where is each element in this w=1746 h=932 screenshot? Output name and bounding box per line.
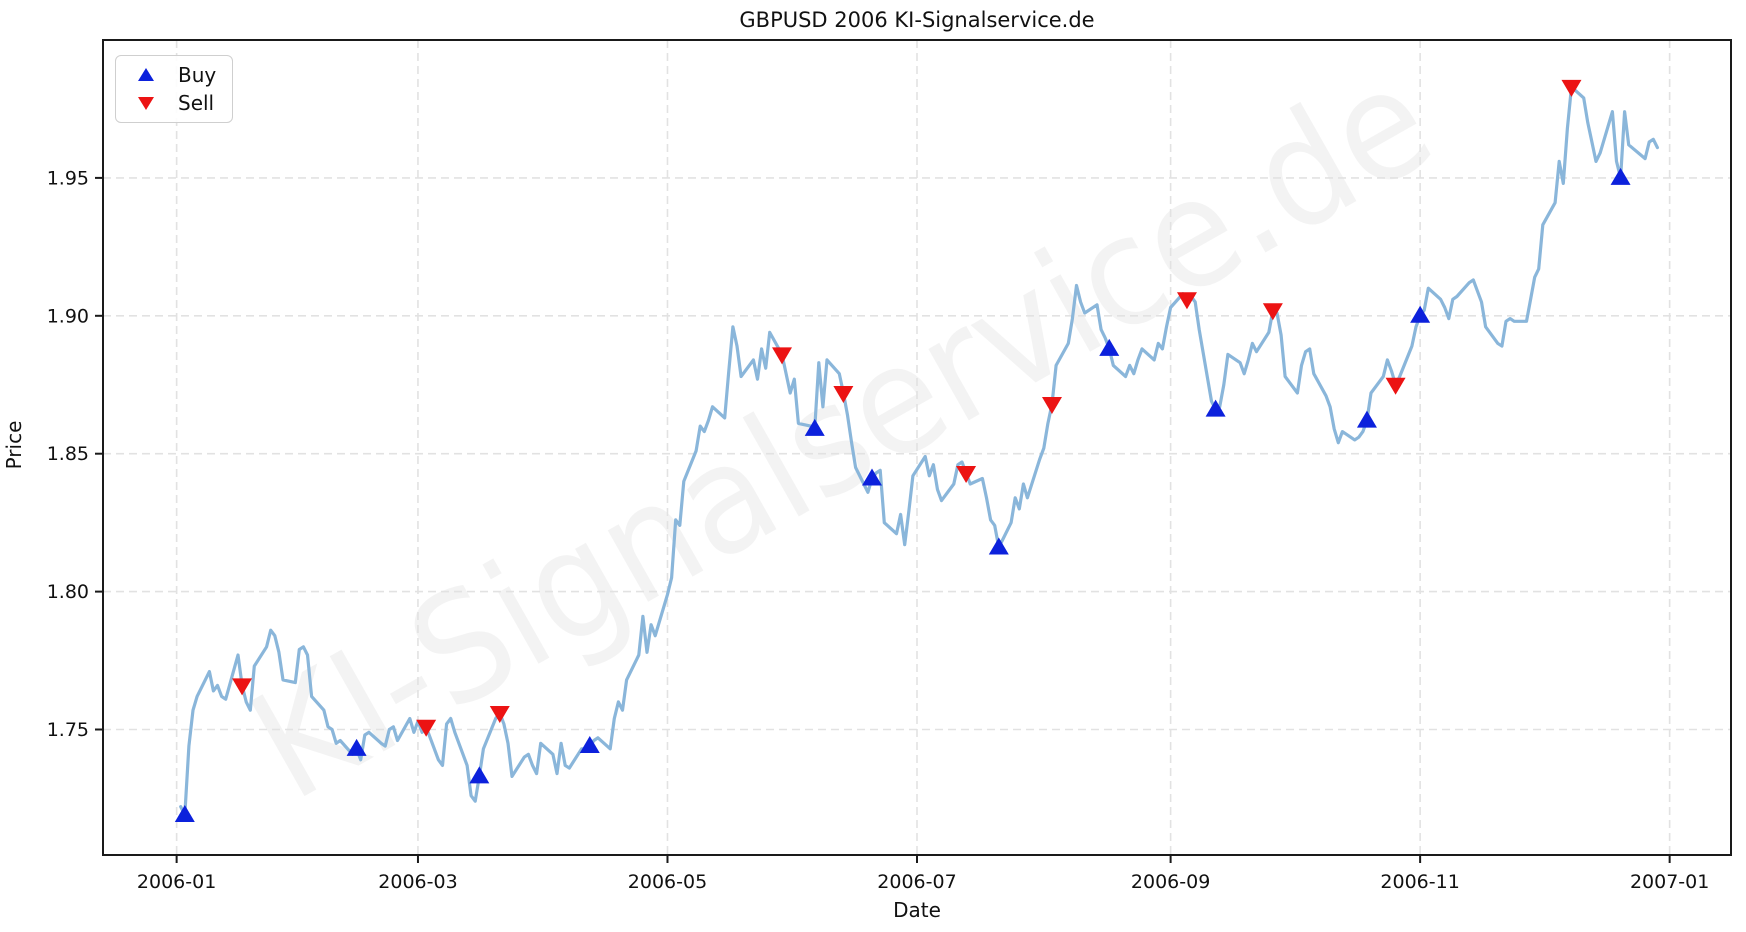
y-tick-label-1.85: 1.85 [47,443,89,465]
x-tick-label-2007-01: 2007-01 [1630,871,1709,893]
x-tick-label-2006-05: 2006-05 [628,871,707,893]
buy-signal-marker [804,418,825,436]
buy-signal-marker [1099,338,1120,356]
sell-signal-marker [1385,377,1406,395]
y-tick-label-1.95: 1.95 [47,167,89,189]
legend-item-sell: Sell [116,91,232,115]
y-tick-label-1.75: 1.75 [47,719,89,741]
buy-signal-marker [469,766,490,784]
buy-signal-marker [862,468,883,486]
buy-signal-marker [1205,399,1226,417]
buy-signal-marker [1610,167,1631,185]
sell-signal-marker [956,466,977,484]
sell-triangle-down-icon [138,96,154,110]
buy-signal-marker [346,738,367,756]
buy-signal-marker [174,805,195,823]
buy-signal-marker [579,736,600,754]
sell-signal-marker [489,705,510,723]
legend-label-buy: Buy [178,62,217,87]
x-tick-label-2006-11: 2006-11 [1380,871,1459,893]
y-axis-label: Price [2,420,26,470]
sell-signal-marker [1041,397,1062,415]
watermark: KI-Signalservice.de [225,33,1460,834]
y-tick-label-1.80: 1.80 [47,581,89,603]
sell-signal-marker [1262,303,1283,321]
legend: Buy Sell [115,55,233,123]
buy-signal-marker [1410,305,1431,323]
chart-title: GBPUSD 2006 KI-Signalservice.de [739,8,1095,32]
sell-signal-marker [416,719,437,737]
x-tick-label-2006-03: 2006-03 [378,871,457,893]
buy-signal-marker [988,537,1009,555]
sell-signal-marker [1561,79,1582,97]
sell-signal-marker [232,678,253,696]
legend-label-sell: Sell [178,91,215,116]
x-tick-label-2006-01: 2006-01 [137,871,216,893]
x-axis-label: Date [893,898,941,922]
x-tick-label-2006-09: 2006-09 [1131,871,1210,893]
buy-triangle-up-icon [138,68,154,82]
buy-signal-marker [1356,410,1377,428]
sell-signal-marker [772,347,793,365]
y-tick-label-1.90: 1.90 [47,305,89,327]
x-tick-label-2006-07: 2006-07 [877,871,956,893]
gridlines [103,40,1731,855]
axis-ticks: 1.75 1.80 1.85 1.90 1.95 2006-01 2006-03 2006-0… [47,167,1710,893]
sell-signal-marker [833,386,854,404]
price-line [179,85,1660,817]
legend-item-buy: Buy [116,63,232,87]
price-line-path [179,85,1660,817]
trade-signal-markers [174,79,1631,823]
sell-signal-marker [1176,292,1197,310]
watermark-text: KI-Signalservice.de [225,33,1460,834]
